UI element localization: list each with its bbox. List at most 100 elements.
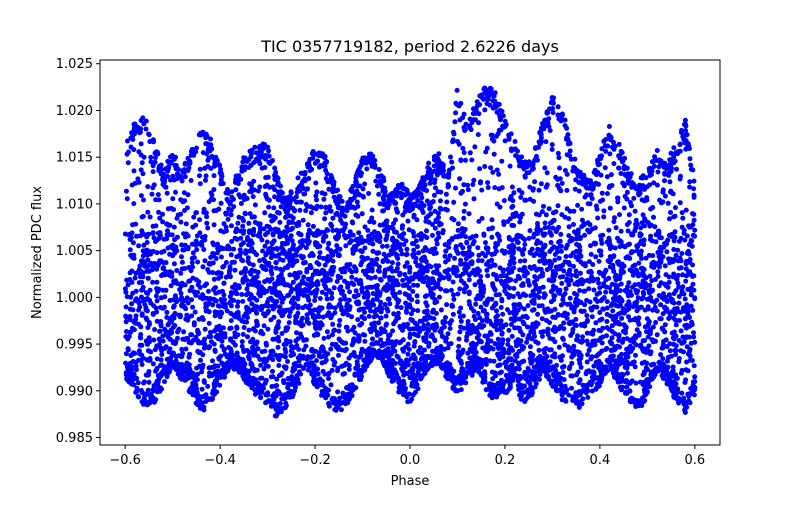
data-point	[593, 254, 599, 260]
data-point	[656, 230, 662, 236]
data-point	[484, 267, 490, 273]
data-point	[313, 206, 319, 212]
data-point	[680, 215, 686, 221]
data-point	[435, 230, 441, 236]
data-point	[197, 217, 202, 223]
data-point	[524, 339, 530, 345]
data-point	[157, 328, 162, 334]
data-point	[472, 144, 478, 150]
data-point	[632, 208, 638, 214]
data-point	[164, 309, 170, 315]
data-point	[348, 238, 354, 244]
data-point	[671, 315, 677, 321]
data-point	[462, 266, 468, 272]
data-point	[216, 303, 222, 309]
data-point	[172, 237, 178, 243]
data-point	[366, 191, 372, 196]
data-point	[236, 252, 242, 258]
data-point	[298, 371, 304, 377]
data-point	[150, 279, 156, 285]
data-point	[624, 336, 630, 342]
data-point	[202, 258, 208, 264]
data-point	[458, 257, 464, 263]
data-point	[571, 309, 577, 315]
data-point	[362, 332, 368, 338]
data-point	[264, 260, 270, 266]
data-point	[228, 299, 234, 305]
data-point	[488, 165, 494, 171]
data-point	[508, 322, 514, 327]
data-point	[688, 303, 694, 309]
data-point	[321, 335, 327, 341]
data-point	[202, 326, 208, 332]
data-point	[190, 304, 196, 310]
data-point	[207, 260, 213, 266]
data-point	[160, 287, 166, 293]
data-point	[398, 305, 404, 311]
data-point	[432, 337, 438, 343]
data-point	[264, 358, 270, 364]
data-point	[555, 150, 561, 156]
data-point	[533, 320, 539, 326]
data-point	[547, 335, 553, 341]
data-point	[484, 342, 490, 348]
data-point	[279, 250, 285, 256]
data-point	[640, 295, 646, 301]
data-point	[455, 234, 461, 240]
data-point	[637, 233, 643, 239]
data-point	[362, 338, 368, 344]
data-point	[204, 214, 210, 220]
data-point	[667, 348, 673, 354]
data-point	[186, 354, 192, 360]
data-point	[573, 268, 579, 274]
data-point	[582, 302, 588, 308]
data-point	[344, 304, 350, 310]
data-point	[250, 348, 256, 354]
data-point	[557, 238, 563, 244]
data-point	[193, 210, 199, 216]
data-point	[438, 198, 443, 204]
data-point	[258, 330, 264, 336]
data-point	[404, 246, 410, 252]
data-point	[160, 219, 166, 225]
data-point	[433, 263, 439, 269]
data-point	[235, 332, 241, 338]
data-point	[538, 329, 544, 335]
data-point	[633, 217, 639, 223]
data-point	[177, 314, 183, 320]
data-point	[620, 306, 626, 312]
data-point	[425, 322, 431, 327]
data-point	[500, 268, 506, 274]
data-point	[395, 310, 401, 316]
data-point	[692, 233, 698, 239]
data-point	[552, 306, 558, 312]
data-point	[575, 202, 581, 208]
data-point	[566, 224, 572, 230]
data-point	[570, 326, 576, 332]
data-point	[586, 269, 592, 275]
data-point	[517, 275, 523, 281]
data-point	[560, 370, 566, 375]
data-point	[404, 251, 410, 257]
data-point	[365, 255, 371, 261]
data-point	[354, 361, 360, 367]
data-point	[211, 341, 217, 347]
data-point	[335, 365, 341, 371]
data-point	[223, 260, 229, 265]
data-point	[228, 318, 234, 324]
data-point	[566, 282, 572, 288]
data-point	[411, 282, 417, 288]
data-point	[395, 282, 401, 288]
data-point	[392, 348, 398, 354]
data-point	[687, 184, 693, 190]
data-point	[517, 302, 522, 308]
data-point	[362, 309, 367, 315]
data-point	[345, 234, 351, 239]
data-point	[507, 285, 512, 291]
data-point	[564, 187, 570, 193]
data-point	[666, 316, 672, 321]
data-point	[608, 172, 614, 178]
data-point	[510, 249, 516, 254]
data-point	[195, 282, 201, 288]
data-point	[337, 338, 343, 343]
